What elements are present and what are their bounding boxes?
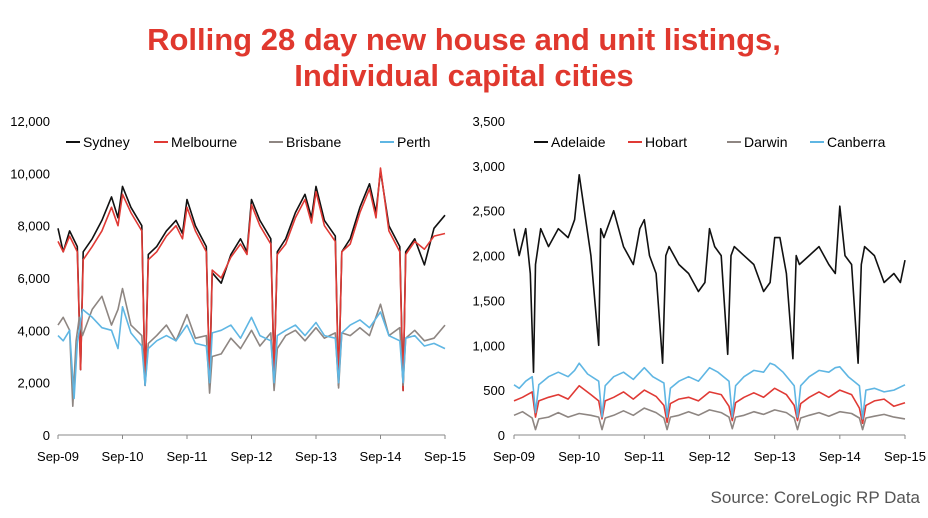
x-tick-label: Sep-13 <box>295 449 337 464</box>
series-line-hobart <box>513 384 906 425</box>
legend-label-canberra: Canberra <box>827 134 886 150</box>
y-tick-label: 0 <box>43 428 50 443</box>
y-tick-label: 2,000 <box>472 249 505 264</box>
x-tick-label: Sep-15 <box>884 449 926 464</box>
chart-title-line1: Rolling 28 day new house and unit listin… <box>147 22 781 57</box>
y-tick-label: 0 <box>498 428 505 443</box>
x-tick-label: Sep-09 <box>493 449 535 464</box>
x-tick-label: Sep-11 <box>624 449 665 464</box>
y-tick-label: 500 <box>483 383 505 398</box>
y-tick-label: 3,500 <box>472 114 505 129</box>
y-tick-label: 4,000 <box>17 323 50 338</box>
x-tick-label: Sep-12 <box>689 449 731 464</box>
chart-title: Rolling 28 day new house and unit listin… <box>0 22 928 94</box>
x-tick-label: Sep-14 <box>360 449 402 464</box>
legend-label-perth: Perth <box>397 134 430 150</box>
y-tick-label: 1,500 <box>472 293 505 308</box>
x-tick-label: Sep-10 <box>102 449 144 464</box>
y-tick-label: 1,000 <box>472 338 505 353</box>
chart-title-line2: Individual capital cities <box>294 58 634 93</box>
y-tick-label: 2,500 <box>472 204 505 219</box>
legend-label-hobart: Hobart <box>645 134 687 150</box>
x-tick-label: Sep-11 <box>167 449 208 464</box>
y-tick-label: 8,000 <box>17 219 50 234</box>
legend-label-brisbane: Brisbane <box>286 134 341 150</box>
y-tick-label: 10,000 <box>10 166 50 181</box>
series-line-adelaide <box>513 174 906 374</box>
series-line-canberra <box>513 362 906 420</box>
x-tick-label: Sep-12 <box>231 449 273 464</box>
y-tick-label: 2,000 <box>17 376 50 391</box>
series-line-darwin <box>513 407 906 431</box>
y-tick-label: 6,000 <box>17 271 50 286</box>
legend-label-sydney: Sydney <box>83 134 130 150</box>
y-tick-label: 3,000 <box>472 159 505 174</box>
x-tick-label: Sep-14 <box>819 449 861 464</box>
legend-label-darwin: Darwin <box>744 134 788 150</box>
y-tick-label: 12,000 <box>10 114 50 129</box>
source-note: Source: CoreLogic RP Data <box>710 488 920 507</box>
legend-label-melbourne: Melbourne <box>171 134 237 150</box>
x-tick-label: Sep-10 <box>558 449 600 464</box>
x-tick-label: Sep-09 <box>37 449 79 464</box>
series-line-melbourne <box>57 167 446 392</box>
series-line-perth <box>57 305 446 400</box>
x-tick-label: Sep-15 <box>424 449 466 464</box>
legend-label-adelaide: Adelaide <box>551 134 606 150</box>
x-tick-label: Sep-13 <box>754 449 796 464</box>
